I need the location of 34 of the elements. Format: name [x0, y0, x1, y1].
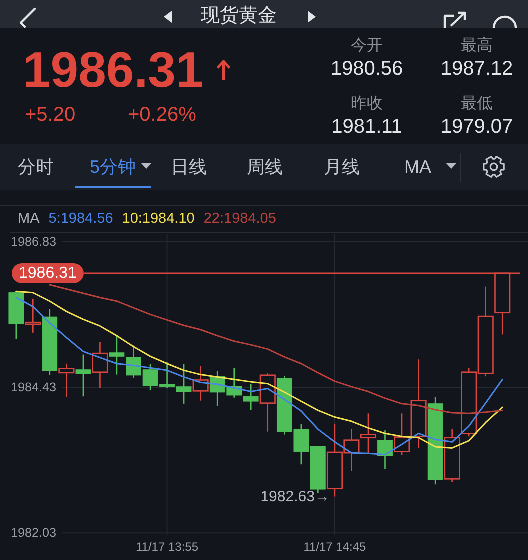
candlestick [360, 412, 377, 454]
text: 1980.56 [330, 58, 404, 80]
text: 分时 [18, 157, 54, 177]
text: 1987.12 [440, 58, 514, 80]
chart-title: 现货黄金 [201, 6, 277, 26]
text: 最高 [461, 36, 493, 54]
text: +0.26% [128, 104, 197, 126]
text: 月线 [324, 157, 360, 177]
y-tick-label: 1984.43 [11, 380, 57, 395]
candlestick [58, 363, 75, 398]
candlestick [243, 384, 259, 411]
candlestick [76, 354, 92, 398]
text: MA [404, 157, 432, 177]
text: 5分钟 [90, 157, 136, 177]
legend: MA 5:1984.56 10:1984.10 22:1984.05 [18, 211, 276, 227]
annotation: 1982.63→ [260, 488, 330, 506]
text: 日线 [171, 157, 207, 177]
text: 昨收 [351, 96, 383, 112]
x-tick-label: 11/17 14:45 [304, 540, 367, 554]
y-tick-label: 1986.83 [11, 234, 57, 249]
text: 1979.07 [440, 116, 514, 138]
text: +5.20 [25, 104, 76, 126]
text: 今开 [351, 38, 383, 54]
candlestick [25, 298, 42, 334]
text: 1981.11 [332, 116, 402, 138]
candlestick [378, 430, 393, 470]
text: 周线 [247, 157, 283, 177]
text: 1986.31 [23, 42, 204, 98]
candlestick [92, 341, 108, 389]
ref-line-label: 1986.31 [19, 264, 77, 282]
text: 最低 [461, 96, 493, 112]
candlestick [109, 334, 125, 376]
y-tick-label: 1982.03 [11, 526, 57, 540]
x-tick-label: 11/17 13:55 [136, 540, 199, 554]
